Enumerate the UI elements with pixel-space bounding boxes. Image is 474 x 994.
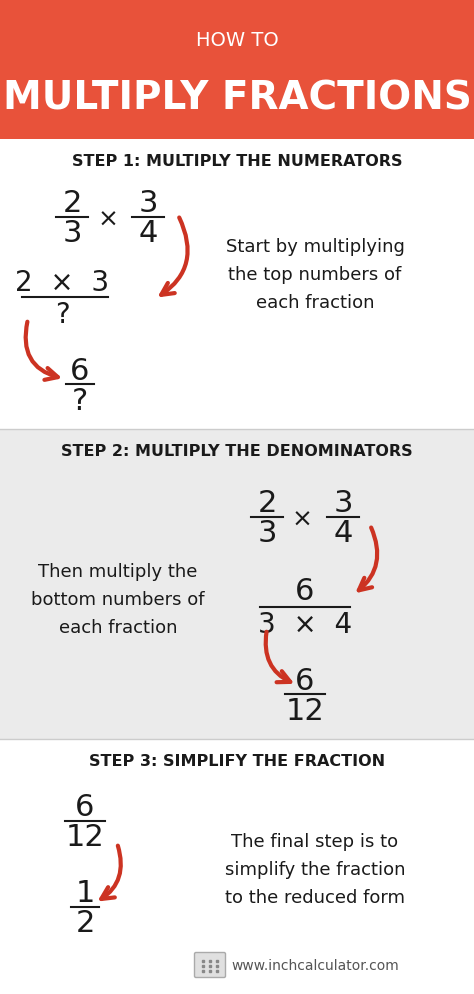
- Text: 6: 6: [295, 666, 315, 695]
- Text: 3  ×  4: 3 × 4: [258, 610, 352, 638]
- Text: 4: 4: [138, 220, 158, 248]
- Text: 12: 12: [286, 696, 324, 725]
- FancyBboxPatch shape: [0, 949, 474, 994]
- Text: Start by multiplying
the top numbers of
each fraction: Start by multiplying the top numbers of …: [226, 238, 404, 311]
- Text: 2: 2: [62, 189, 82, 219]
- Text: 3: 3: [62, 220, 82, 248]
- FancyArrowPatch shape: [359, 528, 377, 590]
- Text: 3: 3: [333, 489, 353, 518]
- Text: www.inchcalculator.com: www.inchcalculator.com: [231, 958, 399, 972]
- Text: ?: ?: [72, 386, 88, 415]
- Text: ×: ×: [98, 208, 118, 232]
- Text: 1: 1: [75, 879, 95, 908]
- Text: MULTIPLY FRACTIONS: MULTIPLY FRACTIONS: [2, 79, 472, 117]
- FancyArrowPatch shape: [26, 322, 58, 381]
- Text: 6: 6: [295, 576, 315, 605]
- Text: 3: 3: [138, 189, 158, 219]
- Text: 6: 6: [75, 792, 95, 822]
- Text: The final step is to
simplify the fraction
to the reduced form: The final step is to simplify the fracti…: [225, 832, 405, 906]
- Text: 12: 12: [65, 823, 104, 852]
- FancyBboxPatch shape: [0, 140, 474, 429]
- FancyArrowPatch shape: [266, 632, 290, 683]
- Text: 2  ×  3: 2 × 3: [15, 268, 109, 296]
- Text: Then multiply the
bottom numbers of
each fraction: Then multiply the bottom numbers of each…: [31, 563, 205, 636]
- Text: STEP 1: MULTIPLY THE NUMERATORS: STEP 1: MULTIPLY THE NUMERATORS: [72, 154, 402, 169]
- Text: HOW TO: HOW TO: [196, 31, 278, 50]
- Text: STEP 3: SIMPLIFY THE FRACTION: STEP 3: SIMPLIFY THE FRACTION: [89, 753, 385, 768]
- Text: STEP 2: MULTIPLY THE DENOMINATORS: STEP 2: MULTIPLY THE DENOMINATORS: [61, 444, 413, 459]
- FancyBboxPatch shape: [0, 740, 474, 949]
- FancyBboxPatch shape: [194, 952, 226, 977]
- Text: 2: 2: [257, 489, 277, 518]
- Text: ?: ?: [55, 301, 69, 329]
- Text: 4: 4: [333, 519, 353, 548]
- Text: 6: 6: [70, 356, 90, 385]
- FancyArrowPatch shape: [101, 846, 121, 899]
- FancyBboxPatch shape: [0, 0, 474, 140]
- Text: 3: 3: [257, 519, 277, 548]
- Text: ×: ×: [292, 508, 312, 532]
- FancyArrowPatch shape: [161, 219, 188, 295]
- Text: 2: 2: [75, 909, 95, 937]
- FancyBboxPatch shape: [0, 429, 474, 740]
